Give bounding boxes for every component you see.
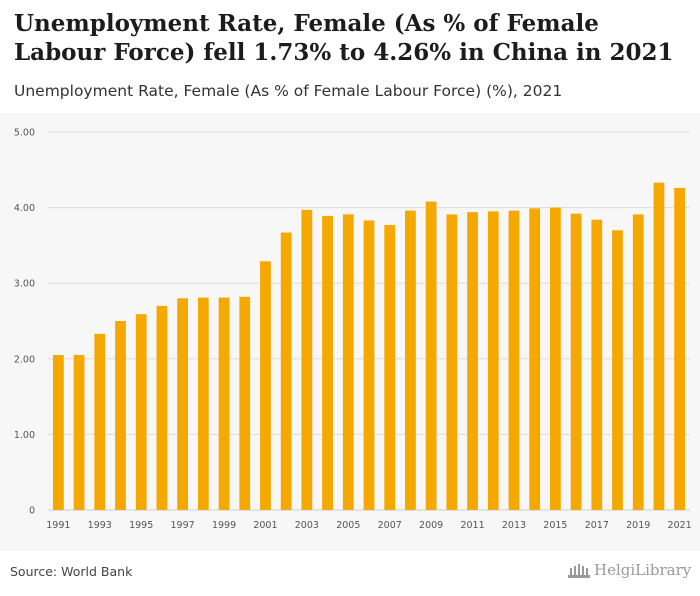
x-tick-label: 1993 bbox=[88, 520, 112, 531]
y-tick-label: 0 bbox=[29, 506, 35, 517]
bar-2021 bbox=[674, 187, 686, 510]
bar-2010 bbox=[446, 214, 458, 511]
y-tick-label: 4.00 bbox=[14, 203, 35, 214]
bar-1996 bbox=[156, 305, 168, 510]
bar-2000 bbox=[239, 296, 251, 510]
bar-2006 bbox=[363, 220, 375, 510]
chart-subtitle: Unemployment Rate, Female (As % of Femal… bbox=[14, 82, 563, 100]
x-tick-label: 2021 bbox=[668, 520, 692, 531]
bar-2012 bbox=[487, 211, 499, 510]
x-tick-label: 2013 bbox=[502, 520, 526, 531]
x-tick-label: 2015 bbox=[543, 520, 567, 531]
y-tick-label: 1.00 bbox=[14, 430, 35, 441]
x-tick-label: 1991 bbox=[46, 520, 70, 531]
bar-1995 bbox=[135, 314, 147, 510]
x-tick-label: 2011 bbox=[460, 520, 484, 531]
bar-2001 bbox=[260, 261, 271, 510]
bar-2015 bbox=[550, 207, 561, 510]
bar-2017 bbox=[591, 219, 603, 511]
bar-2018 bbox=[612, 230, 623, 510]
y-axis-tick-labels: 0 1.00 2.00 3.00 4.00 5.00 bbox=[14, 128, 35, 517]
x-axis-tick-labels: 1991 1993 1995 1997 1999 2001 2003 2005 2007 2009… bbox=[46, 520, 691, 531]
bar-2004 bbox=[322, 215, 333, 510]
chart-title: Unemployment Rate, Female (As % of Femal… bbox=[14, 10, 674, 66]
library-building-icon bbox=[568, 564, 590, 578]
x-tick-label: 1997 bbox=[171, 520, 195, 531]
helgilibrary-logo[interactable]: HelgiLibrary bbox=[568, 561, 691, 579]
bar-1998 bbox=[197, 297, 209, 510]
x-tick-label: 1999 bbox=[212, 520, 236, 531]
bar-2014 bbox=[529, 208, 541, 510]
x-tick-label: 2019 bbox=[626, 520, 650, 531]
bar-2005 bbox=[342, 214, 354, 511]
bar-1999 bbox=[218, 297, 230, 510]
x-tick-label: 1995 bbox=[129, 520, 153, 531]
bar-2009 bbox=[425, 201, 437, 510]
bar-2019 bbox=[632, 214, 644, 511]
y-tick-label: 3.00 bbox=[14, 279, 35, 290]
y-tick-label: 2.00 bbox=[14, 354, 35, 365]
x-tick-label: 2007 bbox=[378, 520, 402, 531]
x-tick-label: 2017 bbox=[585, 520, 609, 531]
bar-1994 bbox=[115, 321, 126, 510]
x-tick-label: 2005 bbox=[336, 520, 360, 531]
x-tick-label: 2001 bbox=[253, 520, 277, 531]
bar-2007 bbox=[384, 224, 396, 510]
bar-2013 bbox=[508, 210, 520, 510]
bar-1993 bbox=[94, 333, 106, 510]
x-tick-label: 2009 bbox=[419, 520, 443, 531]
bar-2008 bbox=[405, 210, 416, 510]
bar-2003 bbox=[301, 209, 313, 511]
bar-2011 bbox=[467, 212, 478, 511]
bars bbox=[52, 182, 686, 511]
y-tick-label: 5.00 bbox=[14, 128, 35, 139]
bar-2002 bbox=[280, 232, 292, 510]
source-note: Source: World Bank bbox=[10, 564, 133, 579]
bar-1991 bbox=[52, 355, 64, 510]
bar-2020 bbox=[653, 182, 665, 511]
bar-1997 bbox=[177, 298, 188, 510]
bar-1992 bbox=[73, 355, 85, 510]
bar-2016 bbox=[570, 213, 582, 510]
logo-text: HelgiLibrary bbox=[594, 561, 692, 579]
x-tick-label: 2003 bbox=[295, 520, 319, 531]
